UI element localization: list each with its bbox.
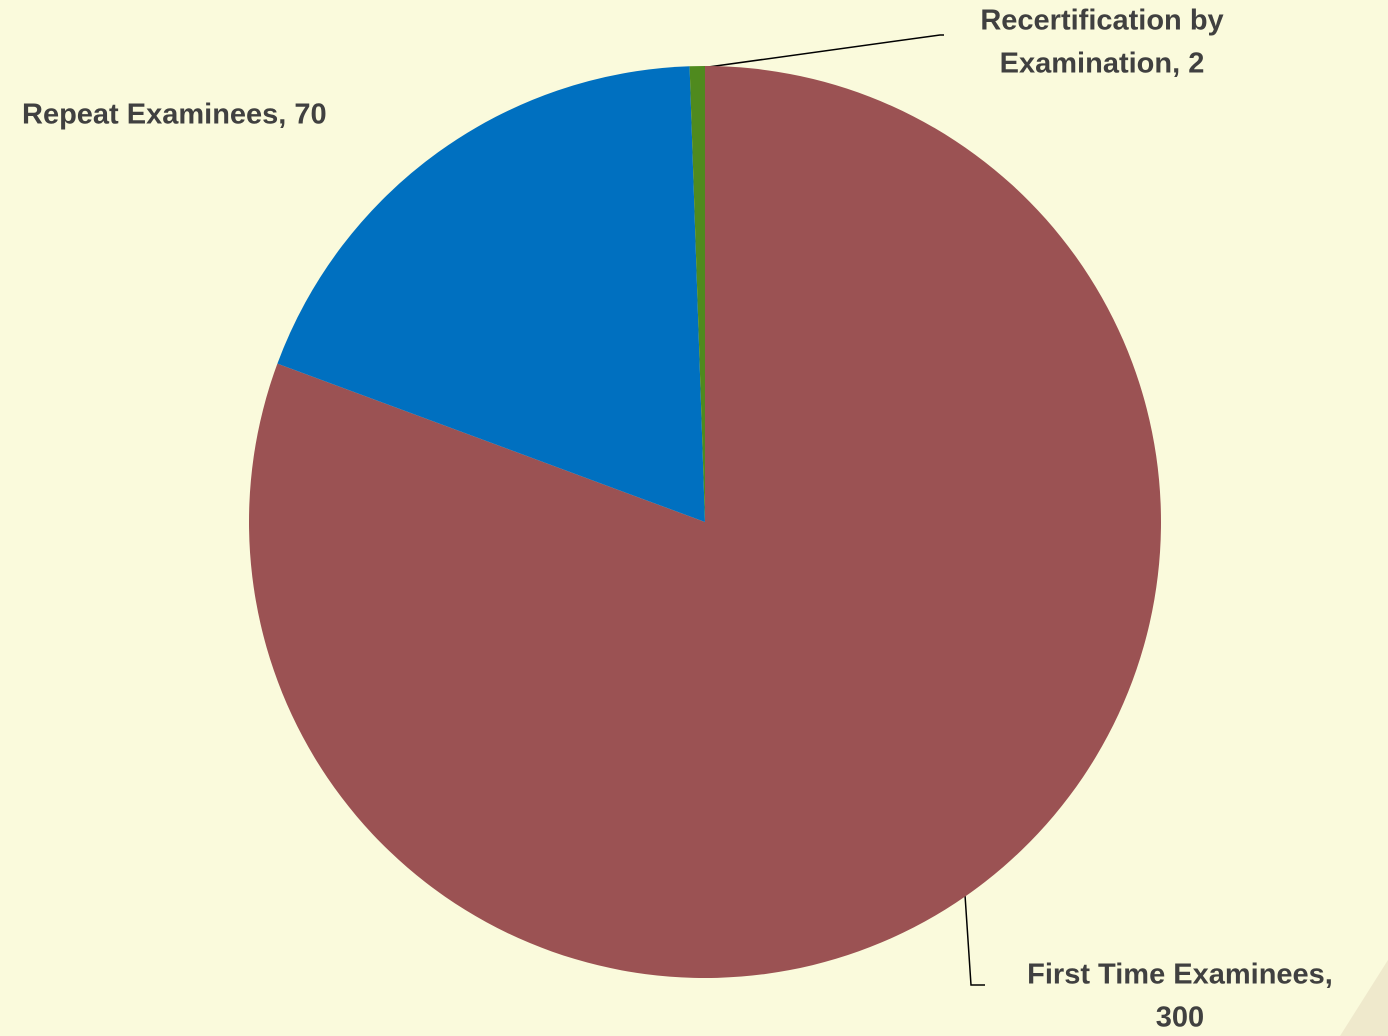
slices xyxy=(249,66,1162,978)
data-label: Examination, 2 xyxy=(1000,48,1205,80)
data-label: Recertification by xyxy=(980,5,1223,37)
labels: First Time Examinees, 300 Repeat Examinees… xyxy=(22,5,1333,1034)
pie-slice xyxy=(277,66,705,522)
leader-line xyxy=(964,894,985,986)
data-label: Repeat Examinees, 70 xyxy=(22,99,327,131)
pie-slice xyxy=(689,66,705,522)
leader-line xyxy=(700,34,944,69)
corner-decoration xyxy=(1340,960,1388,1036)
data-label: 300 xyxy=(1156,1002,1204,1034)
data-label: First Time Examinees, xyxy=(1027,959,1333,991)
